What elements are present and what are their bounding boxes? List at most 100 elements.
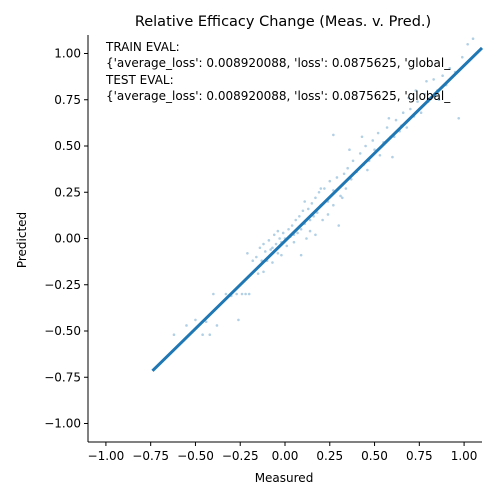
y-tick-label: 1.00 [54, 47, 81, 61]
scatter-point [303, 200, 307, 203]
scatter-point [405, 126, 409, 129]
scatter-point [255, 255, 258, 259]
scatter-point [332, 203, 335, 207]
regression-line [151, 46, 484, 372]
scatter-point [212, 292, 215, 296]
scatter-point [194, 318, 197, 322]
scatter-point [235, 292, 238, 296]
scatter-point [348, 148, 351, 151]
x-tick-label: −0.50 [177, 449, 214, 463]
scatter-point [271, 261, 274, 264]
scatter-point [378, 153, 382, 157]
train-eval-values: {'average_loss': 0.008920088, 'loss': 0.… [106, 56, 451, 70]
scatter-point [391, 155, 394, 159]
scatter-point [366, 168, 369, 172]
scatter-point [314, 196, 317, 200]
scatter-point [201, 333, 204, 337]
y-tick-label: −0.25 [44, 278, 81, 292]
scatter-point [385, 126, 389, 129]
y-tick-label: −1.00 [44, 417, 81, 431]
scatter-point [308, 218, 312, 222]
scatter-point [416, 100, 419, 103]
train-eval-heading: TRAIN EVAL: [105, 40, 180, 54]
scatter-point [262, 270, 265, 274]
scatter-point [298, 215, 301, 218]
scatter-point [360, 135, 364, 139]
scatter-point [290, 224, 294, 227]
y-tick-label: 0.00 [54, 232, 81, 246]
test-eval-values: {'average_loss': 0.008920088, 'loss': 0.… [106, 89, 451, 103]
scatter-point [317, 190, 321, 194]
scatter-point [285, 244, 289, 248]
scatter-point [414, 89, 418, 92]
scatter-point [292, 240, 296, 244]
scatter-point [387, 116, 391, 120]
x-axis-ticks: −1.00 −0.75 −0.50 −0.25 0.00 0.25 0.50 0.75 1.00 [88, 442, 477, 463]
scatter-point [364, 144, 367, 148]
test-eval-heading: TEST EVAL: [105, 73, 174, 87]
scatter-point [305, 237, 308, 240]
scatter-point [310, 202, 314, 205]
scatter-point [461, 55, 464, 59]
scatter-point [274, 242, 278, 246]
scatter-point [407, 96, 410, 100]
y-tick-label: 0.25 [54, 185, 81, 199]
scatter-point [306, 207, 310, 211]
x-tick-label: 0.25 [316, 449, 343, 463]
chart-title: Relative Efficacy Change (Meas. v. Pred.… [135, 14, 431, 30]
scatter-point [346, 166, 349, 170]
y-tick-label: 0.75 [54, 93, 81, 107]
scatter-point [351, 159, 355, 163]
scatter-point [262, 242, 265, 246]
scatter-point [276, 229, 280, 233]
scatter-point [204, 320, 208, 324]
scatter-point [296, 231, 299, 235]
scatter-point [237, 318, 240, 322]
scatter-point [264, 250, 267, 253]
scatter-point [425, 79, 428, 83]
scatter-point [339, 194, 342, 198]
scatter-point [423, 92, 426, 96]
regression-lines [151, 46, 484, 372]
scatter-point [394, 118, 398, 122]
scatter-point [281, 231, 285, 235]
y-tick-label: −0.50 [44, 324, 81, 338]
scatter-point [401, 111, 405, 114]
scatter-point [267, 239, 271, 242]
scatter-point [208, 333, 212, 337]
scatter-point [409, 107, 412, 111]
y-axis-ticks: −1.00 −0.75 −0.50 −0.25 0.00 0.25 0.50 0.75 1.00 [44, 47, 88, 431]
scatter-point [466, 42, 469, 46]
scatter-point [376, 131, 380, 135]
scatter-point [328, 179, 332, 183]
scatter-point [215, 324, 219, 327]
scatter-point [299, 227, 303, 231]
scatter-point [321, 218, 324, 222]
scatter-point [240, 292, 244, 296]
eval-annotation: TRAIN EVAL: {'average_loss': 0.008920088… [105, 40, 451, 103]
scatter-point [371, 139, 375, 142]
scatter-point [341, 196, 344, 200]
scatter-point [471, 37, 475, 40]
scatter-point [287, 227, 290, 231]
x-tick-label: −0.75 [132, 449, 169, 463]
scatter-point [251, 259, 255, 263]
scatter-point [278, 237, 281, 240]
scatter-point [272, 233, 276, 237]
scatter-point [432, 78, 435, 81]
y-axis-label: Predicted [15, 212, 29, 268]
scatter-point [172, 333, 176, 337]
scatter-point [448, 67, 452, 70]
scatter-point [319, 187, 323, 190]
scatter-point [269, 248, 272, 251]
scatter-point [258, 246, 262, 250]
scatter-point [247, 292, 251, 296]
y-tick-label: −0.75 [44, 370, 81, 384]
scatter-point [441, 74, 444, 77]
scatter-point [419, 111, 423, 114]
x-tick-label: −0.25 [222, 449, 259, 463]
scatter-point [342, 172, 346, 176]
scatter-point [332, 133, 335, 137]
